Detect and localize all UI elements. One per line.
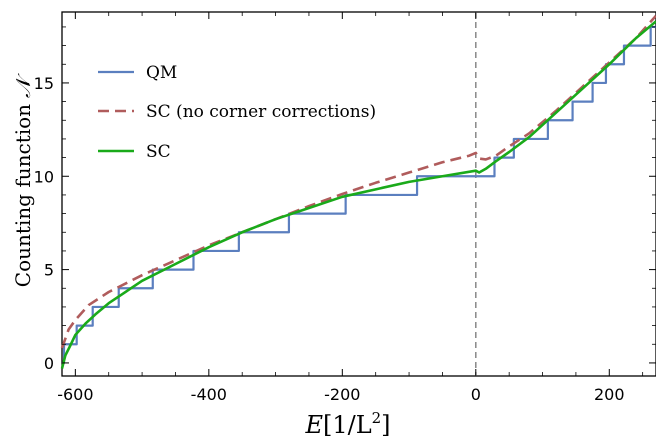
series-group xyxy=(60,14,656,369)
series-line-1 xyxy=(60,14,656,349)
x-tick-label-4: 200 xyxy=(594,385,625,404)
y-axis-label: Counting function 𝒩 xyxy=(11,73,35,287)
y-axis-label-text: Counting function xyxy=(11,104,35,287)
y-tick-label-2: 10 xyxy=(34,167,54,186)
legend: QM SC (no corner corrections) SC xyxy=(98,63,376,162)
legend-label-2: SC xyxy=(146,142,171,162)
x-axis-unit-exponent: 2 xyxy=(372,409,382,427)
x-axis-variable: E xyxy=(304,411,323,439)
y-tick-label-3: 15 xyxy=(34,74,54,93)
x-tick-label-0: -600 xyxy=(57,385,93,404)
x-axis-label: E[1/L2] xyxy=(304,409,390,439)
plot-frame-rect xyxy=(61,11,656,377)
y-axis-label-symbol: 𝒩 xyxy=(11,73,35,98)
y-tick-label-1: 5 xyxy=(44,261,54,280)
plot-frame xyxy=(61,11,656,377)
y-tick-label-0: 0 xyxy=(44,354,54,373)
ticks-group: -600 -400 -200 0 200 0 5 10 15 xyxy=(34,12,656,404)
x-axis-unit: [1/L xyxy=(323,411,372,439)
x-tick-label-2: -200 xyxy=(324,385,360,404)
x-tick-label-3: 0 xyxy=(471,385,481,404)
legend-label-1: SC (no corner corrections) xyxy=(146,102,376,122)
series-line-2 xyxy=(60,20,656,369)
series-line-0 xyxy=(62,25,656,365)
x-axis-unit-close: ] xyxy=(381,411,390,439)
legend-label-0: QM xyxy=(146,63,177,83)
x-tick-label-1: -400 xyxy=(191,385,227,404)
